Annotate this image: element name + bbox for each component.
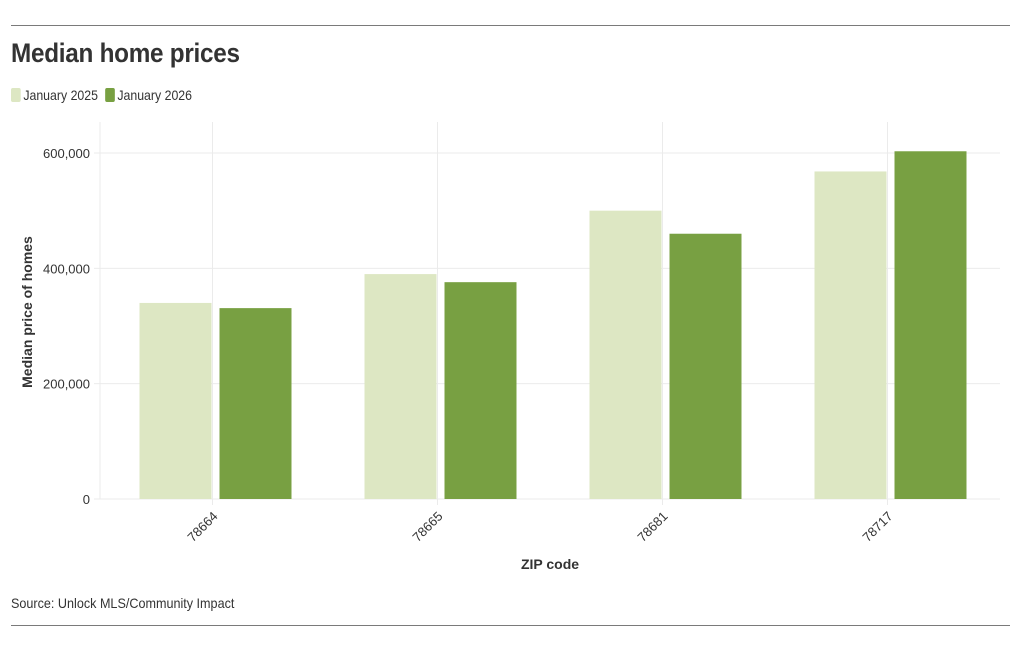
x-tick-label: 78717 [859, 509, 895, 545]
bar-78664-jan-2025[interactable] [139, 302, 212, 499]
y-axis-label: Median price of homes [19, 236, 35, 388]
y-tick-label: 0 [83, 492, 90, 507]
y-tick-label: 600,000 [43, 146, 90, 161]
bar-78665-jan-2025[interactable] [364, 274, 437, 499]
y-tick-label: 400,000 [43, 261, 90, 276]
x-axis-label: ZIP code [520, 556, 580, 572]
x-tick-label: 78664 [184, 509, 220, 545]
bar-78717-jan-2026[interactable] [894, 151, 967, 499]
top-divider [11, 25, 1010, 26]
legend-item-jan-2025[interactable]: January 2025 [11, 87, 98, 103]
source-note: Source: Unlock MLS/Community Impact [11, 595, 235, 611]
legend-swatch-jan-2026 [105, 88, 115, 102]
bottom-divider [11, 625, 1010, 626]
bar-78681-jan-2025[interactable] [589, 210, 662, 499]
bar-78717-jan-2025[interactable] [814, 171, 887, 499]
legend-label: January 2026 [117, 87, 193, 103]
x-tick-label: 78681 [634, 509, 670, 545]
y-tick-label: 200,000 [43, 377, 90, 392]
x-tick-label: 78665 [409, 509, 445, 545]
bar-78665-jan-2026[interactable] [444, 282, 517, 499]
legend-label: January 2025 [23, 87, 98, 103]
legend: January 2025 January 2026 [11, 87, 199, 103]
bar-78681-jan-2026[interactable] [669, 233, 742, 499]
chart-title: Median home prices [11, 38, 240, 68]
legend-swatch-jan-2025 [11, 88, 21, 102]
legend-item-jan-2026[interactable]: January 2026 [105, 87, 192, 103]
bar-78664-jan-2026[interactable] [219, 308, 292, 499]
